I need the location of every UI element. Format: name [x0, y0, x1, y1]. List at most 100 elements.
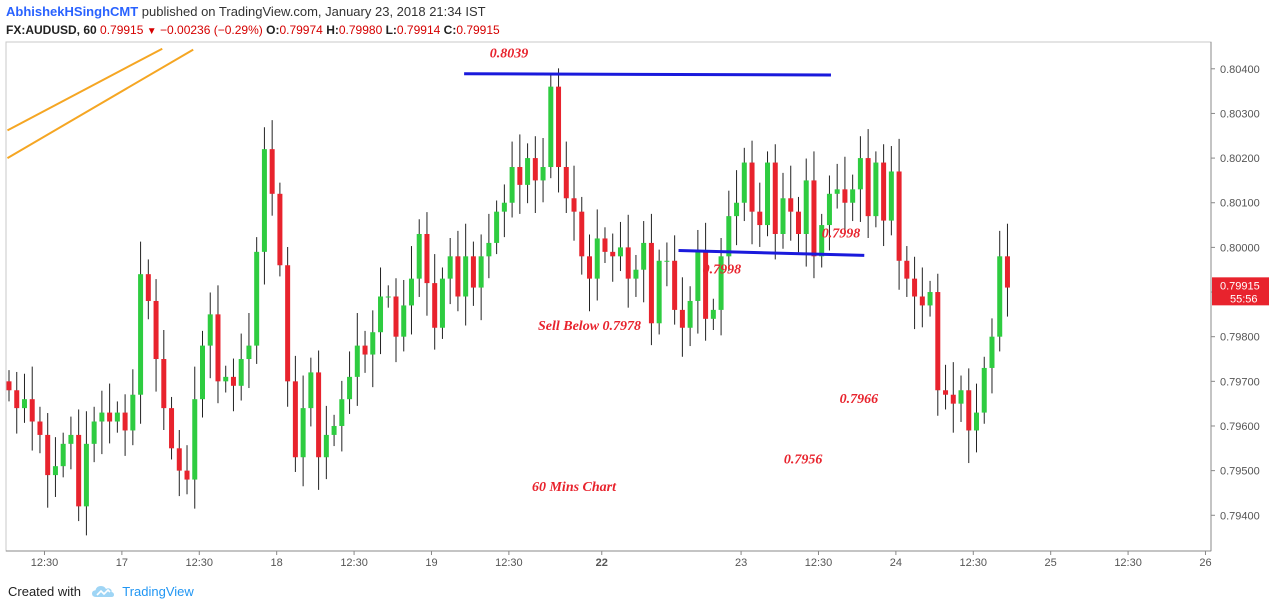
price-tick-label: 0.79400 [1220, 510, 1260, 522]
candle-body [563, 167, 569, 199]
candle-body [455, 256, 461, 297]
candle-body [408, 278, 414, 306]
open-value: 0.79974 [279, 23, 323, 37]
candle-body [176, 448, 182, 471]
candle-body [161, 359, 167, 409]
candle-body [292, 381, 298, 458]
price-tick-label: 0.79500 [1220, 466, 1260, 478]
time-tick-label: 19 [425, 557, 437, 569]
price-tick-label: 0.79800 [1220, 332, 1260, 344]
candle-body [950, 394, 956, 404]
candle-body [393, 296, 399, 337]
candle-body [811, 180, 817, 257]
candle-body [478, 256, 484, 288]
time-tick-label: 12:30 [1114, 557, 1142, 569]
candle-body [602, 238, 608, 252]
candle-body [772, 162, 778, 234]
candle-body [672, 260, 678, 310]
time-tick-label: 12:30 [340, 557, 368, 569]
candle-body [912, 278, 918, 297]
candle-body [780, 198, 786, 234]
countdown-label: 55:56 [1230, 293, 1258, 305]
time-tick-label: 12:30 [960, 557, 988, 569]
candle-body [571, 198, 577, 212]
candle-body [826, 193, 832, 226]
author-link[interactable]: AbhishekHSinghCMT [6, 4, 139, 19]
candle-body [726, 216, 732, 257]
candle-body [509, 167, 515, 203]
created-with-text: Created with [8, 584, 81, 599]
price-tick-label: 0.80400 [1220, 64, 1260, 76]
open-label: O: [266, 23, 280, 37]
candle-body [625, 247, 631, 279]
candle-body [378, 296, 384, 333]
time-tick-label: 26 [1199, 557, 1211, 569]
last-price: 0.79915 [100, 23, 144, 37]
ohlc-legend: FX:AUDUSD, 60 0.79915 ▼ −0.00236 (−0.29%… [6, 23, 500, 37]
candle-body [664, 260, 670, 262]
close-label: C: [443, 23, 457, 37]
candle-body [857, 158, 863, 190]
candle-body [76, 434, 82, 507]
candle-body [881, 162, 887, 221]
candle-body [896, 171, 902, 261]
level-line [678, 249, 865, 257]
price-tick-label: 0.80300 [1220, 108, 1260, 120]
candle-body [981, 367, 987, 413]
candle-body [60, 443, 66, 467]
candle-body [648, 242, 654, 324]
candle-body [447, 256, 453, 279]
candle-body [439, 278, 445, 328]
price-tick-label: 0.79700 [1220, 376, 1260, 388]
annotation-label: 0.7998 [822, 227, 861, 242]
candle-body [1004, 256, 1010, 288]
annotation-label: Sell Below 0.7978 [538, 319, 641, 334]
price-tick-label: 0.80100 [1220, 198, 1260, 210]
candle-body [795, 211, 801, 234]
candle-body [385, 296, 391, 298]
close-value: 0.79915 [456, 23, 500, 37]
candle-body [29, 399, 35, 422]
low-label: L: [385, 23, 397, 37]
candle-body [579, 211, 585, 257]
trend-line [6, 47, 163, 132]
candle-body [277, 193, 283, 266]
candle-body [788, 198, 794, 212]
candle-body [6, 381, 12, 391]
time-tick-label: 25 [1045, 557, 1057, 569]
candle-body [261, 149, 267, 252]
candle-body [656, 260, 662, 324]
candle-body [83, 443, 89, 507]
candle-body [107, 412, 113, 422]
candle-body [494, 211, 500, 243]
candle-body [316, 372, 322, 458]
candle-body [548, 86, 554, 168]
time-tick-label: 12:30 [805, 557, 833, 569]
candle-body [192, 399, 198, 480]
candle-body [416, 233, 422, 279]
candle-body [138, 274, 144, 395]
candle-body [331, 425, 337, 435]
candle-body [215, 314, 221, 382]
candle-body [834, 189, 840, 194]
candle-body [819, 225, 825, 257]
candle-body [888, 171, 894, 221]
candle-body [556, 86, 562, 168]
candle-body [679, 309, 685, 328]
candle-body [633, 269, 639, 279]
candle-body [184, 470, 190, 480]
candle-body [610, 251, 616, 257]
price-tick-label: 0.80200 [1220, 153, 1260, 165]
low-value: 0.79914 [396, 23, 441, 37]
tradingview-brand-link[interactable]: TradingView [122, 584, 194, 599]
candle-body [943, 390, 949, 395]
candle-body [37, 421, 43, 435]
candle-body [532, 158, 538, 181]
time-tick-label: 24 [890, 557, 902, 569]
last-price-label: 0.79915 [1220, 280, 1260, 292]
trend-line [6, 48, 194, 159]
candle-body [308, 372, 314, 409]
price-tick-label: 0.80000 [1220, 242, 1260, 254]
candle-body [617, 247, 623, 257]
